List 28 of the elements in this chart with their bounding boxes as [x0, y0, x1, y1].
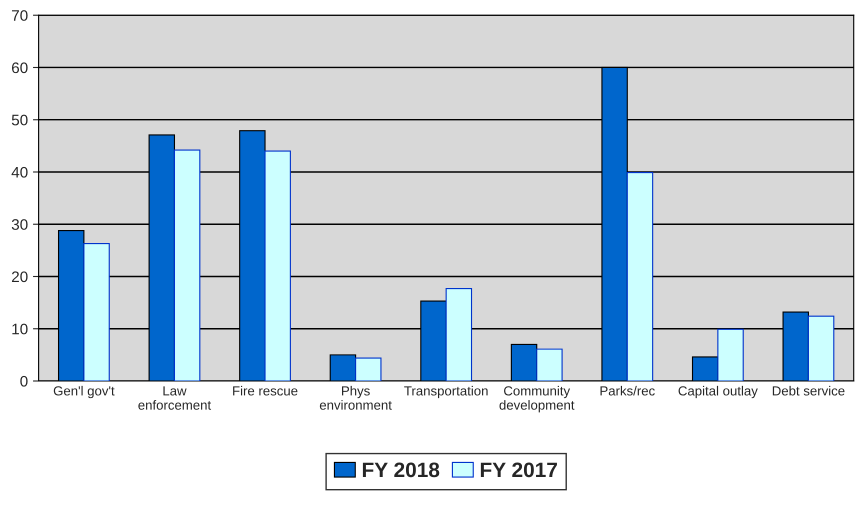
y-tick-label: 40	[12, 166, 28, 178]
bar	[264, 150, 291, 381]
x-tick-label: Phys environment	[320, 386, 392, 410]
legend-label: FY 2018	[362, 462, 440, 478]
y-tick-label: 30	[12, 219, 28, 230]
bar	[536, 348, 563, 381]
x-tick-label: Law enforcement	[138, 386, 212, 410]
x-tick-label: Transportation	[404, 386, 488, 398]
bar	[446, 288, 472, 381]
bar	[83, 243, 110, 381]
bar	[808, 316, 834, 381]
y-tick-label: 50	[12, 114, 28, 126]
x-tick-label: Fire rescue	[233, 386, 298, 396]
y-tick-label: 10	[12, 324, 28, 334]
y-tick-label: 60	[12, 62, 28, 74]
x-tick-label: Debt service	[772, 386, 845, 396]
bar	[717, 328, 744, 381]
x-tick-label: Parks/rec	[600, 386, 655, 396]
bar	[626, 172, 654, 381]
y-tick-label: 20	[12, 271, 28, 282]
bar	[174, 149, 200, 381]
x-tick-label: Capital outlay	[678, 386, 758, 398]
bar	[355, 357, 382, 381]
y-tick-label: 70	[12, 10, 28, 21]
legend-label: FY 2017	[480, 462, 557, 478]
y-tick-label: 0	[20, 376, 28, 387]
x-tick-label: Gen'l gov't	[54, 386, 115, 398]
x-tick-label: Community development	[500, 386, 574, 412]
